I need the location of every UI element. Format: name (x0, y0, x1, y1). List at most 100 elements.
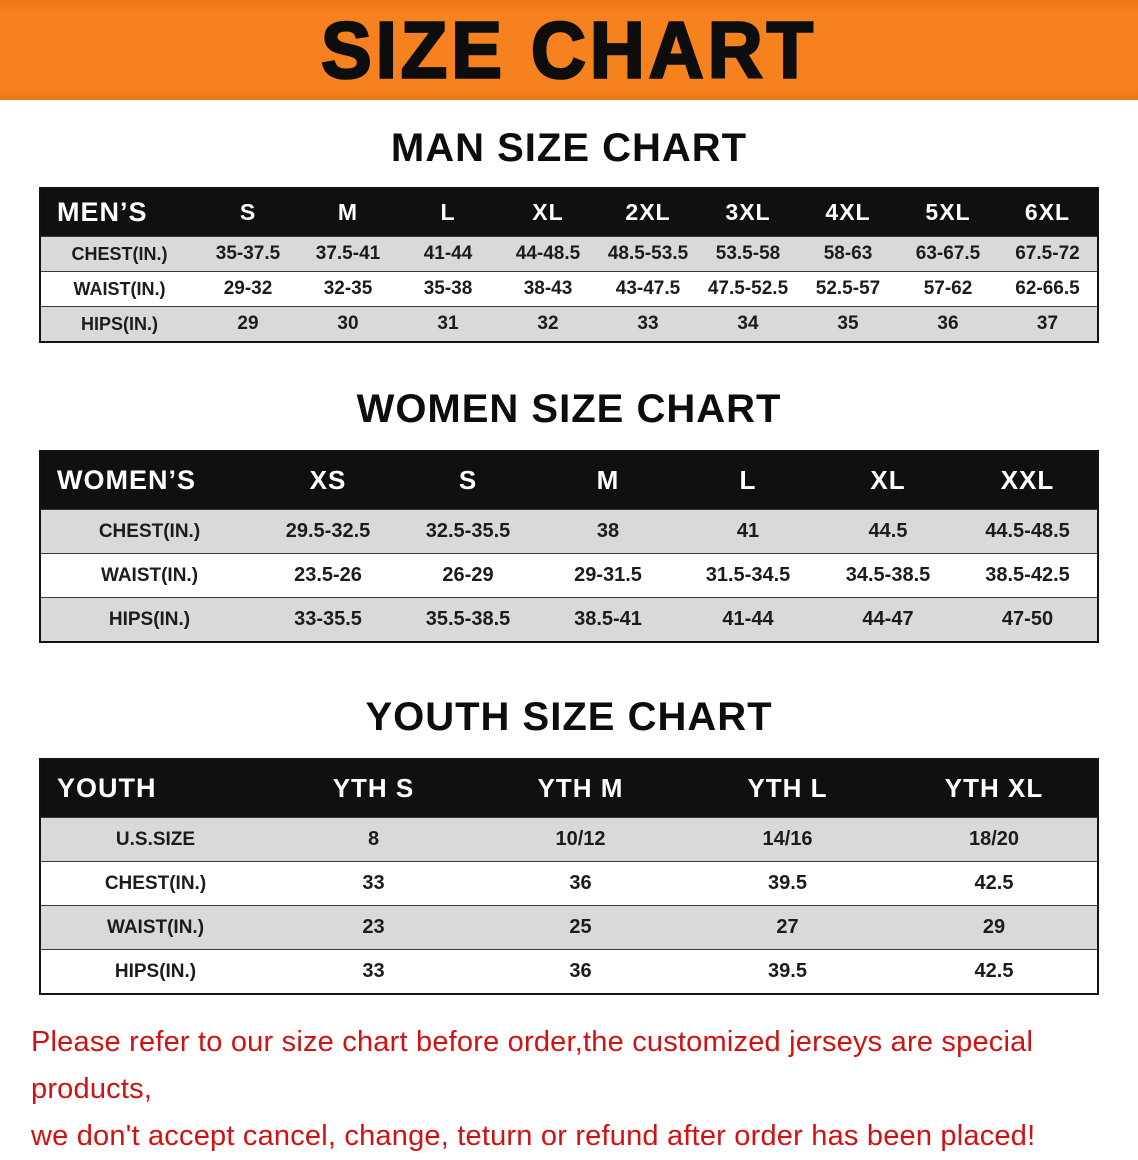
size-value: 42.5 (891, 861, 1098, 906)
size-value: 25 (477, 905, 684, 950)
banner: SIZE CHART (0, 0, 1138, 100)
size-column-header: YTH S (270, 759, 477, 818)
women-section-heading: WOMEN SIZE CHART (356, 387, 782, 431)
women-size-table: WOMEN’S XS S M L XL XXL CHEST(IN.) 29.5-32.5 32.5… (39, 450, 1099, 643)
size-column-header: YTH XL (891, 759, 1098, 818)
size-column-header: XL (818, 451, 958, 510)
size-value: 36 (477, 861, 684, 906)
size-value: 44-47 (818, 597, 958, 642)
table-row: U.S.SIZE 8 10/12 14/16 18/20 (40, 817, 1098, 862)
table-corner-label: YOUTH (40, 759, 270, 818)
row-label: WAIST(IN.) (40, 553, 258, 598)
size-value: 38.5-42.5 (958, 553, 1098, 598)
row-label: CHEST(IN.) (40, 509, 258, 554)
size-column-header: 6XL (998, 188, 1098, 237)
row-label: CHEST(IN.) (40, 861, 270, 906)
youth-section-heading: YOUTH SIZE CHART (365, 695, 773, 739)
size-value: 32-35 (298, 271, 398, 307)
size-value: 32.5-35.5 (398, 509, 538, 554)
size-value: 35-38 (398, 271, 498, 307)
size-value: 37.5-41 (298, 236, 398, 272)
size-value: 29 (198, 306, 298, 342)
row-label: HIPS(IN.) (40, 306, 198, 342)
banner-title: SIZE CHART (320, 4, 817, 96)
row-label: CHEST(IN.) (40, 236, 198, 272)
size-value: 39.5 (684, 949, 891, 994)
size-value: 29-31.5 (538, 553, 678, 598)
section-women: WOMEN SIZE CHART WOMEN’S XS S M L XL XXL CHEST(… (0, 343, 1138, 643)
table-corner-label: WOMEN’S (40, 451, 258, 510)
size-value: 23.5-26 (258, 553, 398, 598)
size-value: 18/20 (891, 817, 1098, 862)
size-value: 44-48.5 (498, 236, 598, 272)
size-value: 43-47.5 (598, 271, 698, 307)
size-value: 48.5-53.5 (598, 236, 698, 272)
size-column-header: XS (258, 451, 398, 510)
size-value: 38 (538, 509, 678, 554)
size-column-header: 3XL (698, 188, 798, 237)
size-value: 36 (477, 949, 684, 994)
size-value: 30 (298, 306, 398, 342)
size-column-header: S (198, 188, 298, 237)
size-column-header: 5XL (898, 188, 998, 237)
size-column-header: YTH M (477, 759, 684, 818)
size-value: 31 (398, 306, 498, 342)
men-section-heading: MAN SIZE CHART (390, 126, 748, 170)
size-value: 52.5-57 (798, 271, 898, 307)
size-value: 27 (684, 905, 891, 950)
size-value: 33-35.5 (258, 597, 398, 642)
size-value: 37 (998, 306, 1098, 342)
size-column-header: YTH L (684, 759, 891, 818)
size-value: 33 (270, 949, 477, 994)
size-value: 29-32 (198, 271, 298, 307)
size-value: 41-44 (398, 236, 498, 272)
size-column-header: XL (498, 188, 598, 237)
youth-size-table: YOUTH YTH S YTH M YTH L YTH XL U.S.SIZE 8 10/12… (39, 758, 1099, 995)
size-value: 57-62 (898, 271, 998, 307)
size-value: 34.5-38.5 (818, 553, 958, 598)
table-row: CHEST(IN.) 33 36 39.5 42.5 (40, 861, 1098, 906)
row-label: HIPS(IN.) (40, 597, 258, 642)
size-value: 29 (891, 905, 1098, 950)
size-value: 35-37.5 (198, 236, 298, 272)
section-youth: YOUTH SIZE CHART YOUTH YTH S YTH M YTH L YTH… (0, 643, 1138, 995)
table-corner-label: MEN’S (40, 188, 198, 237)
size-column-header: 4XL (798, 188, 898, 237)
size-value: 36 (898, 306, 998, 342)
size-column-header: S (398, 451, 538, 510)
table-row: WAIST(IN.) 29-32 32-35 35-38 38-43 43-47.5 47.… (40, 271, 1098, 307)
row-label: WAIST(IN.) (40, 905, 270, 950)
size-value: 35.5-38.5 (398, 597, 538, 642)
size-value: 41 (678, 509, 818, 554)
row-label: U.S.SIZE (40, 817, 270, 862)
size-value: 39.5 (684, 861, 891, 906)
size-value: 47.5-52.5 (698, 271, 798, 307)
table-header-row: MEN’S S M L XL 2XL 3XL 4XL 5XL 6XL (40, 188, 1098, 237)
table-row: HIPS(IN.) 33 36 39.5 42.5 (40, 949, 1098, 994)
size-value: 67.5-72 (998, 236, 1098, 272)
size-value: 23 (270, 905, 477, 950)
size-value: 38.5-41 (538, 597, 678, 642)
table-header-row: WOMEN’S XS S M L XL XXL (40, 451, 1098, 510)
table-row: HIPS(IN.) 33-35.5 35.5-38.5 38.5-41 41-44 44-… (40, 597, 1098, 642)
size-column-header: L (678, 451, 818, 510)
size-value: 41-44 (678, 597, 818, 642)
table-row: WAIST(IN.) 23.5-26 26-29 29-31.5 31.5-34.5 34… (40, 553, 1098, 598)
size-value: 31.5-34.5 (678, 553, 818, 598)
size-value: 63-67.5 (898, 236, 998, 272)
table-row: CHEST(IN.) 29.5-32.5 32.5-35.5 38 41 44.5 44.5… (40, 509, 1098, 554)
size-value: 62-66.5 (998, 271, 1098, 307)
size-value: 14/16 (684, 817, 891, 862)
size-value: 32 (498, 306, 598, 342)
size-value: 53.5-58 (698, 236, 798, 272)
size-value: 58-63 (798, 236, 898, 272)
size-column-header: 2XL (598, 188, 698, 237)
size-value: 47-50 (958, 597, 1098, 642)
size-column-header: M (298, 188, 398, 237)
row-label: HIPS(IN.) (40, 949, 270, 994)
table-header-row: YOUTH YTH S YTH M YTH L YTH XL (40, 759, 1098, 818)
table-row: HIPS(IN.) 29 30 31 32 33 34 35 36 37 (40, 306, 1098, 342)
size-value: 38-43 (498, 271, 598, 307)
size-value: 26-29 (398, 553, 538, 598)
size-value: 35 (798, 306, 898, 342)
